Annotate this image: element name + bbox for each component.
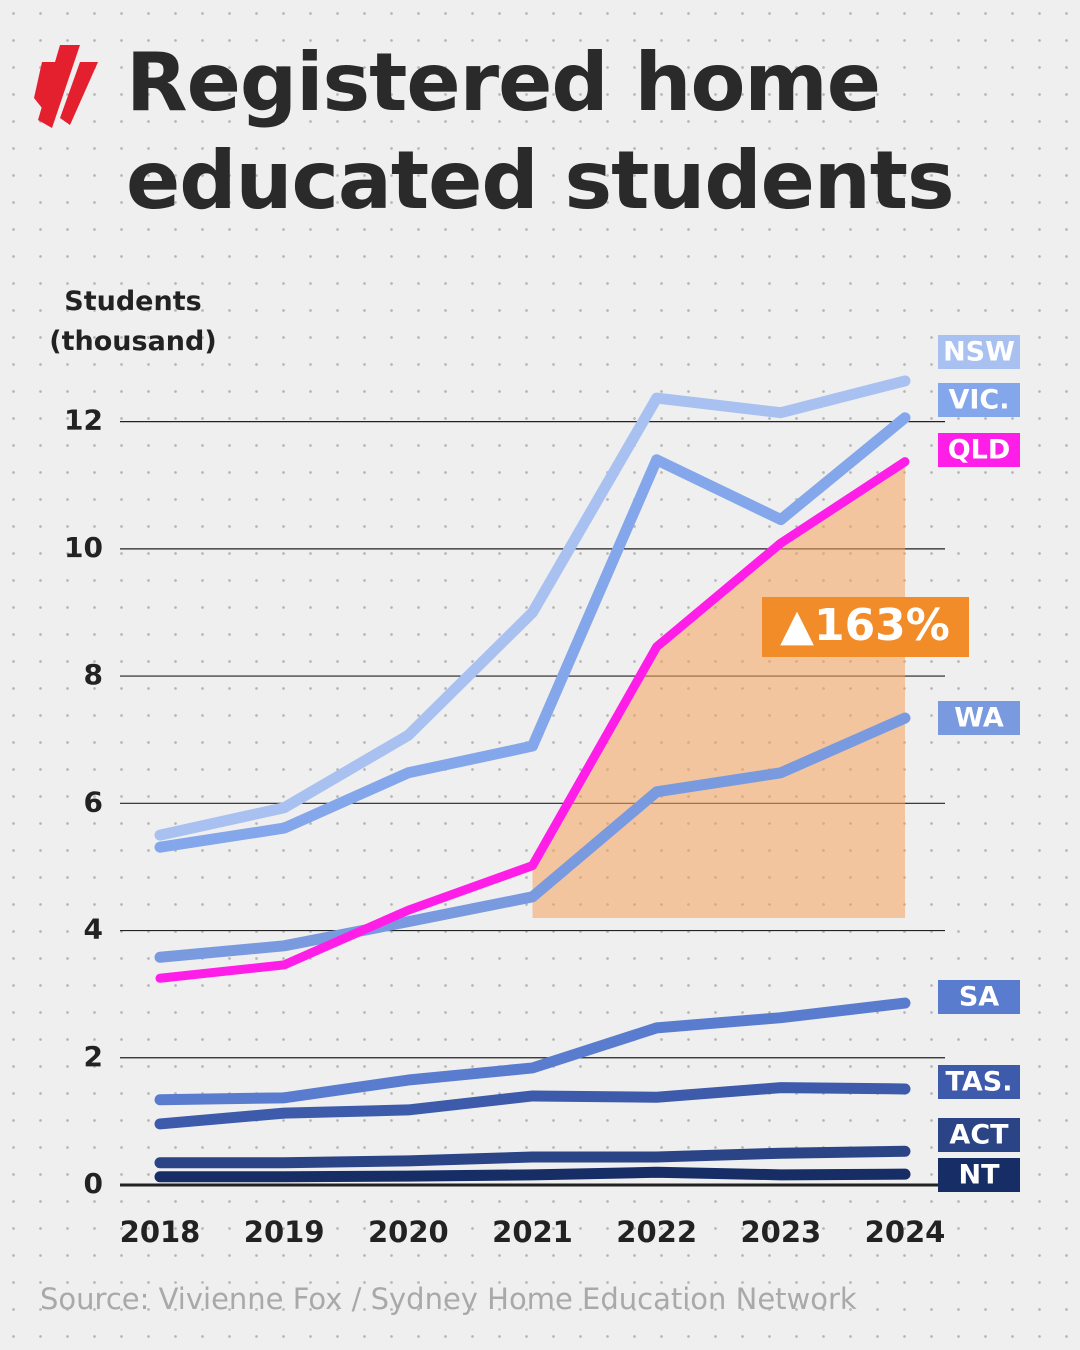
legend-box: [938, 701, 1020, 735]
y-tick-label: 2: [84, 1040, 103, 1073]
x-tick-label: 2019: [244, 1215, 325, 1249]
legend-box: [938, 1065, 1020, 1099]
legend-label: NSW: [943, 337, 1015, 368]
series-line: [154, 712, 911, 963]
series-line: [154, 412, 911, 853]
x-tick-label: 2020: [368, 1215, 449, 1249]
growth-area: [532, 461, 905, 918]
legend-label: SA: [959, 982, 999, 1013]
legend-label: VIC.: [948, 385, 1009, 416]
legend-box: [938, 980, 1020, 1014]
y-tick-label: 0: [84, 1167, 103, 1200]
legend-box: [938, 335, 1020, 369]
legend-label: TAS.: [946, 1067, 1013, 1098]
x-tick-label: 2021: [492, 1215, 573, 1249]
series-line: [154, 1082, 911, 1130]
legend-label: QLD: [948, 435, 1011, 466]
series-line: [154, 1145, 911, 1169]
legend-box: [938, 1158, 1020, 1192]
annotation: ▲163%: [780, 600, 950, 651]
y-tick-label: 8: [84, 658, 103, 691]
y-axis-label: Students (thousand): [49, 286, 217, 357]
source: Source: Vivienne Fox / Sydney Home Educa…: [40, 1282, 857, 1316]
series-line: [154, 1166, 911, 1183]
series-line: [154, 997, 911, 1106]
legend-label: NT: [958, 1160, 1000, 1191]
legend-label: ACT: [949, 1120, 1009, 1151]
y-tick-label: 4: [84, 913, 103, 946]
legend-label: WA: [954, 703, 1004, 734]
x-tick-label: 2023: [740, 1215, 821, 1249]
annotation-box: [762, 597, 969, 657]
y-tick-label: 12: [64, 404, 103, 437]
chart-title: Registered home educated students: [126, 36, 955, 227]
y-tick-label: 6: [84, 785, 103, 818]
y-tick-label: 10: [64, 531, 103, 564]
legend-box: [938, 1118, 1020, 1152]
x-tick-label: 2024: [865, 1215, 946, 1249]
series-line: [154, 375, 911, 841]
x-tick-label: 2022: [616, 1215, 697, 1249]
legend-box: [938, 383, 1020, 417]
logo: [34, 45, 98, 128]
legend-box: [938, 433, 1020, 467]
series-line: [155, 457, 910, 983]
x-tick-label: 2018: [120, 1215, 201, 1249]
